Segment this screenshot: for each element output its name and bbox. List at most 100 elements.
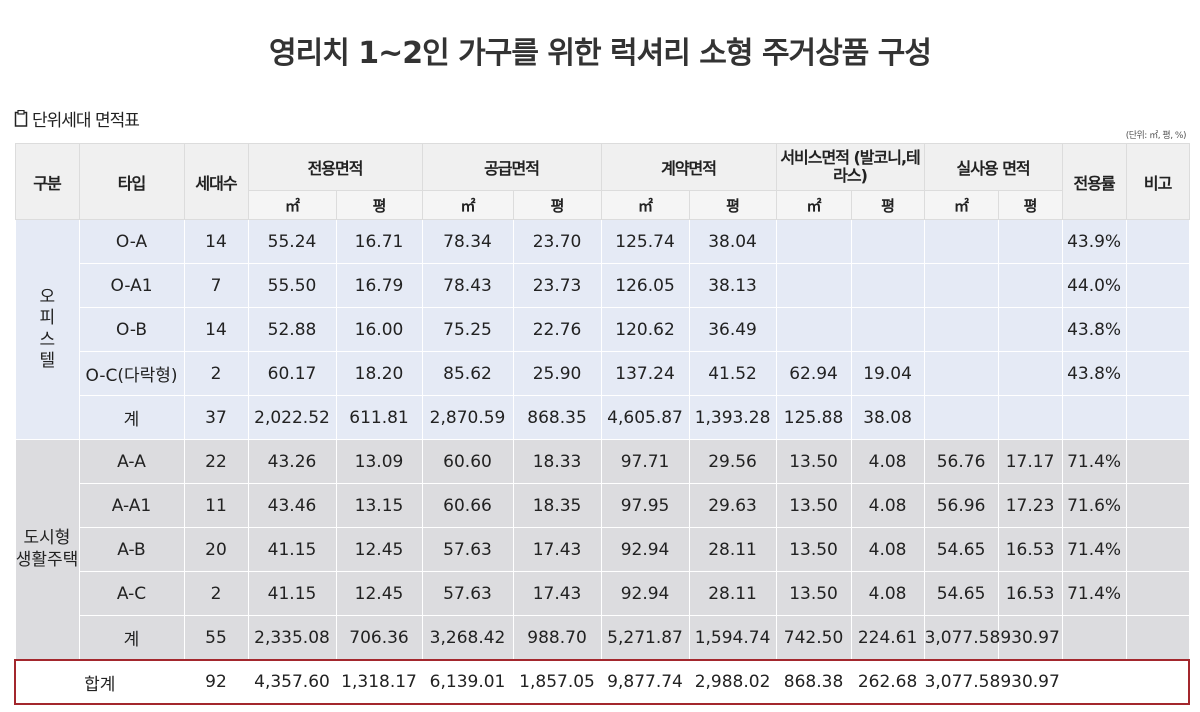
table-row: 도시형 생활주택 A-A 22 43.26 13.09 60.60 18.33 97.71 29… <box>14 439 1190 661</box>
table-cell: 38.04 <box>688 219 777 264</box>
table-cell <box>775 219 852 264</box>
table-cell: 71.6% <box>1061 483 1127 528</box>
table-cell: 742.50 <box>775 615 852 661</box>
table-cell <box>1125 219 1190 264</box>
table-cell: 43.9% <box>1061 219 1127 264</box>
table-cell: 38.13 <box>688 263 777 308</box>
total-row: 합계 92 4,357.60 1,318.17 6,139.01 1,857.05 9,87… <box>14 659 1191 705</box>
group-label: 도시형 생활주택 <box>14 439 80 661</box>
table-cell: 988.70 <box>512 615 602 661</box>
subheader-cell: ㎡ <box>923 190 999 220</box>
table-cell: 2,335.08 <box>247 615 337 661</box>
table-cell: 2,022.52 <box>247 395 337 440</box>
table-row: 계 55 2,335.08 706.36 3,268.42 988.70 5,271.87 1… <box>15 615 1190 661</box>
table-cell: 57.63 <box>421 571 514 616</box>
table-cell: 20 <box>183 527 249 572</box>
subheader-row: ㎡ 평 ㎡ 평 ㎡ 평 ㎡ 평 ㎡ 평 <box>15 190 1189 220</box>
subheader-cell: 평 <box>997 190 1063 220</box>
total-cell: 4,357.60 <box>247 659 337 705</box>
table-cell: 1,393.28 <box>688 395 777 440</box>
table-cell: 43.46 <box>247 483 337 528</box>
table-cell: 92.94 <box>600 571 690 616</box>
table-cell: 97.71 <box>600 439 690 484</box>
total-cell: 1,857.05 <box>512 659 602 705</box>
table-cell: 12.45 <box>335 571 423 616</box>
table-cell: 224.61 <box>850 615 925 661</box>
table-cell: 2 <box>183 571 249 616</box>
table-cell <box>1125 527 1190 572</box>
total-cell: 262.68 <box>850 659 925 705</box>
table-cell: 13.50 <box>775 439 852 484</box>
table-cell <box>1125 307 1190 352</box>
table-cell: 18.33 <box>512 439 602 484</box>
table-cell <box>1125 483 1190 528</box>
table-cell: 13.09 <box>335 439 423 484</box>
total-body: 합계 92 4,357.60 1,318.17 6,139.01 1,857.05 9,87… <box>14 659 1191 705</box>
table-cell: 22.76 <box>512 307 602 352</box>
table-row: O-B 14 52.88 16.00 75.25 22.76 120.62 36.49 43.8… <box>15 307 1190 352</box>
table-cell <box>1061 395 1127 440</box>
table-cell: 17.43 <box>512 527 602 572</box>
table-cell: 17.43 <box>512 571 602 616</box>
table-cell: 13.15 <box>335 483 423 528</box>
header-cell: 공급면적 <box>421 143 602 191</box>
table-cell <box>1061 615 1127 661</box>
table-cell: 18.20 <box>335 351 423 396</box>
table-cell: A-B <box>78 527 185 572</box>
table-cell: 14 <box>183 219 249 264</box>
table-cell: 706.36 <box>335 615 423 661</box>
table-cell: 16.00 <box>335 307 423 352</box>
subheader-cell: ㎡ <box>421 190 514 220</box>
table-cell: 125.88 <box>775 395 852 440</box>
table-cell <box>923 395 999 440</box>
table-cell: 56.96 <box>923 483 999 528</box>
table-cell: 38.08 <box>850 395 925 440</box>
table-cell: 71.4% <box>1061 527 1127 572</box>
header-cell: 전용면적 <box>247 143 423 191</box>
table-cell: 7 <box>183 263 249 308</box>
total-cell <box>1125 659 1191 705</box>
table-cell: 5,271.87 <box>600 615 690 661</box>
table-cell: 56.76 <box>923 439 999 484</box>
table-cell: 16.71 <box>335 219 423 264</box>
table-cell: 137.24 <box>600 351 690 396</box>
table-cell <box>1125 439 1190 484</box>
subheader-cell: 평 <box>335 190 423 220</box>
table-cell: 78.43 <box>421 263 514 308</box>
table-cell: 36.49 <box>688 307 777 352</box>
table-cell <box>850 307 925 352</box>
total-cell: 3,077.58 <box>923 659 1000 705</box>
table-cell <box>850 263 925 308</box>
table-cell: 3,077.58 <box>923 615 1000 661</box>
table-cell <box>997 395 1063 440</box>
table-cell: 41.15 <box>247 527 337 572</box>
table-cell: 11 <box>183 483 249 528</box>
table-cell: A-A1 <box>78 483 185 528</box>
section-heading: 단위세대 면적표 <box>14 106 140 131</box>
table-cell: 43.8% <box>1061 351 1127 396</box>
table-cell: 120.62 <box>600 307 690 352</box>
table-row: A-B 20 41.15 12.45 57.63 17.43 92.94 28.11 13.50… <box>15 527 1190 572</box>
table-cell: 계 <box>78 615 185 661</box>
table-cell: 78.34 <box>421 219 514 264</box>
table-cell <box>997 219 1063 264</box>
table-row: 계 37 2,022.52 611.81 2,870.59 868.35 4,605.87 1… <box>15 395 1190 440</box>
page-title: 영리치 1~2인 가구를 위한 럭셔리 소형 주거상품 구성 <box>269 36 932 71</box>
group-body: 도시형 생활주택 A-A 22 43.26 13.09 60.60 18.33 97.71 29… <box>14 439 1190 661</box>
table-cell: 17.17 <box>997 439 1063 484</box>
header-cell: 실사용 면적 <box>923 143 1063 191</box>
table-cell: 4.08 <box>850 571 925 616</box>
table-cell: 25.90 <box>512 351 602 396</box>
table-cell <box>923 351 999 396</box>
header-row: 구분 타입 세대수 전용면적 공급면적 계약면적 서비스면적 (발코니,테라스)… <box>14 143 1190 220</box>
table-cell: 85.62 <box>421 351 514 396</box>
table-cell: 60.60 <box>421 439 514 484</box>
table-cell: 13.50 <box>775 571 852 616</box>
table-cell <box>775 307 852 352</box>
table-cell <box>1125 351 1190 396</box>
table-cell: 97.95 <box>600 483 690 528</box>
table-cell: 55.24 <box>247 219 337 264</box>
table-cell <box>997 351 1063 396</box>
table-cell: 71.4% <box>1061 439 1127 484</box>
